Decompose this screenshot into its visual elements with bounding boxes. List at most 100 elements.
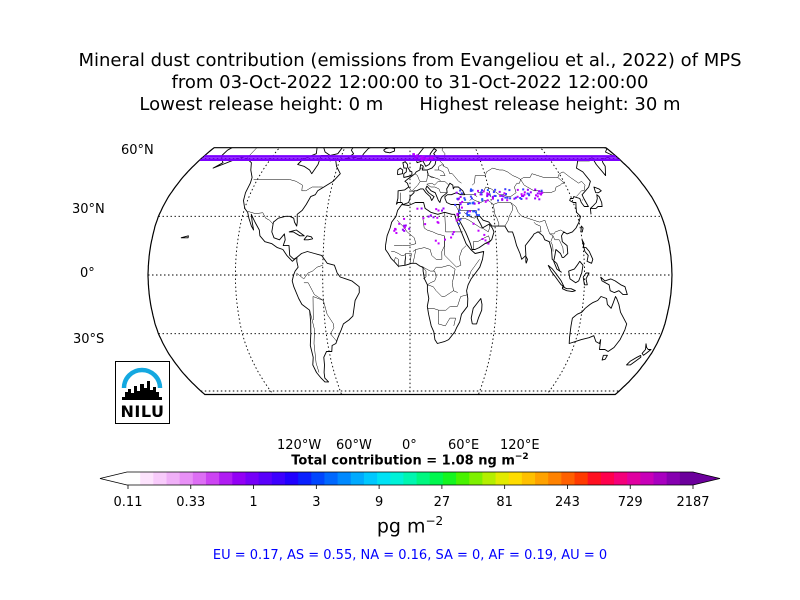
deposition-point	[521, 195, 523, 197]
deposition-point	[513, 197, 516, 200]
country-border	[461, 192, 478, 197]
deposition-point	[486, 195, 489, 198]
colorbar-cell	[614, 472, 628, 485]
deposition-point	[480, 191, 483, 194]
deposition-point	[466, 210, 469, 213]
lat-label-30s: 30°S	[73, 332, 105, 347]
coastline	[582, 272, 590, 286]
deposition-point	[536, 192, 539, 195]
colorbar-cell	[416, 472, 431, 485]
deposition-point	[508, 189, 511, 192]
colorbar-cell	[429, 472, 444, 485]
country-border	[422, 264, 458, 293]
lon-label-0: 0°	[402, 438, 417, 453]
deposition-point	[525, 197, 528, 200]
deposition-point	[516, 188, 519, 191]
deposition-point	[509, 197, 512, 200]
country-border	[533, 221, 542, 233]
deposition-point	[540, 189, 543, 192]
deposition-point	[477, 208, 480, 211]
colorbar-cell	[324, 472, 339, 485]
deposition-point	[502, 195, 505, 198]
deposition-point	[456, 214, 459, 217]
total-contribution-text: Total contribution = 1.08 ng m	[291, 453, 515, 469]
colorbar-cell	[495, 472, 510, 485]
country-border	[467, 259, 480, 279]
deposition-point	[463, 197, 466, 200]
deposition-point	[437, 221, 440, 224]
deposition-point	[487, 193, 490, 196]
deposition-point	[457, 197, 460, 200]
colorbar-cell	[640, 472, 655, 485]
deposition-point	[478, 214, 480, 217]
colorbar-cell	[232, 472, 246, 485]
country-border	[437, 164, 462, 184]
deposition-point	[437, 242, 440, 245]
deposition-point	[506, 199, 509, 202]
title-line-3: Lowest release height: 0 m Highest releas…	[0, 94, 800, 116]
regional-contributions: EU = 0.17, AS = 0.55, NA = 0.16, SA = 0,…	[212, 548, 608, 563]
deposition-point	[444, 238, 446, 241]
deposition-point	[403, 226, 406, 229]
deposition-point	[522, 195, 525, 198]
deposition-point	[473, 202, 476, 205]
deposition-point	[504, 196, 507, 199]
colorbar-tick-label: 2187	[676, 495, 710, 510]
coastline	[568, 296, 628, 352]
deposition-point	[429, 156, 432, 159]
colorbar-cell	[166, 472, 181, 485]
colorbar-cell	[456, 472, 470, 485]
country-border	[438, 310, 456, 327]
coastline	[397, 167, 404, 176]
country-border	[426, 181, 441, 186]
deposition-point	[451, 233, 454, 236]
deposition-point	[468, 202, 471, 205]
deposition-point	[457, 218, 460, 221]
deposition-point	[465, 212, 468, 215]
deposition-point	[420, 159, 423, 162]
nilu-logo: NILU	[115, 361, 170, 424]
total-contribution-exponent: −2	[514, 452, 529, 462]
coastline	[568, 260, 584, 284]
country-border	[514, 179, 521, 193]
country-border	[303, 282, 324, 301]
deposition-point	[471, 202, 474, 205]
deposition-point	[523, 191, 526, 194]
deposition-point	[403, 217, 406, 220]
deposition-point	[471, 197, 473, 200]
country-border	[472, 235, 491, 250]
colorbar-cell	[666, 472, 681, 485]
deposition-point	[420, 207, 423, 210]
country-border	[421, 266, 427, 280]
deposition-point	[514, 196, 517, 199]
coastline	[303, 235, 314, 241]
deposition-point	[459, 218, 462, 221]
deposition-point	[487, 242, 490, 245]
deposition-point	[498, 190, 501, 193]
country-border	[309, 310, 320, 373]
deposition-point	[475, 211, 477, 214]
coastline	[180, 235, 189, 239]
deposition-point	[458, 208, 461, 211]
deposition-point	[477, 229, 480, 232]
deposition-point	[468, 214, 471, 217]
deposition-point	[491, 195, 494, 198]
deposition-point	[479, 193, 482, 196]
colorbar-tick-label: 243	[555, 495, 580, 510]
colorbar-cell	[153, 472, 167, 485]
deposition-point	[494, 188, 497, 191]
deposition-point	[469, 195, 472, 198]
deposition-point	[538, 190, 541, 193]
deposition-point	[456, 197, 459, 200]
deposition-point	[481, 199, 484, 202]
deposition-point	[459, 202, 462, 205]
country-border	[420, 175, 450, 188]
deposition-point	[459, 195, 462, 198]
deposition-point	[461, 200, 464, 203]
nilu-logo-text: NILU	[120, 402, 165, 421]
colorbar-cell	[311, 472, 325, 485]
deposition-point	[486, 193, 489, 196]
country-border	[426, 183, 448, 193]
country-border	[393, 257, 399, 268]
